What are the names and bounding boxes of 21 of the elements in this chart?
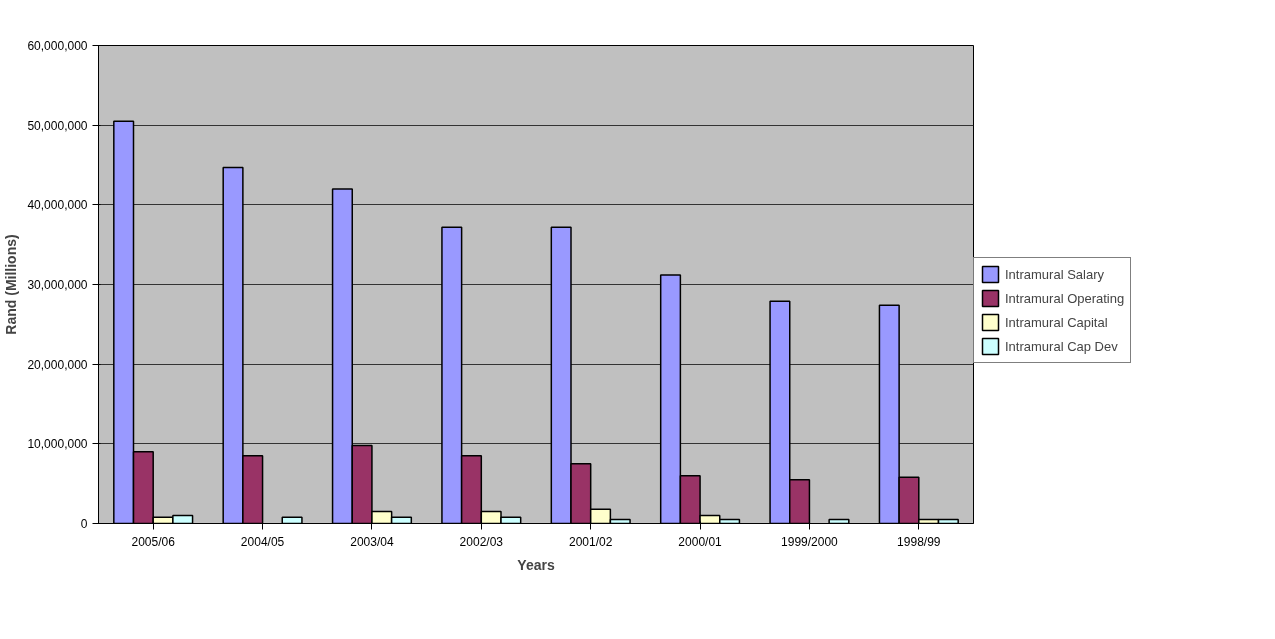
legend-label: Intramural Cap Dev <box>1005 338 1118 354</box>
y-tick-label: 50,000,000 <box>27 118 88 133</box>
y-axis-title: Rand (Millions) <box>3 234 20 335</box>
y-tick-label: 20,000,000 <box>27 357 88 372</box>
y-tick-label: 30,000,000 <box>27 278 88 292</box>
legend-label: Intramural Salary <box>1005 266 1104 282</box>
x-tick-label: 2004/05 <box>240 534 285 549</box>
y-tick-label: 60,000,000 <box>27 39 88 53</box>
x-tick-label: 2001/02 <box>569 534 613 549</box>
x-tick-label: 2003/04 <box>350 534 394 549</box>
x-tick-label: 1999/2000 <box>781 534 839 549</box>
y-tick-label: 40,000,000 <box>27 198 88 213</box>
y-tick-label: 0 <box>80 517 88 531</box>
y-tick-label: 10,000,000 <box>27 437 88 452</box>
x-axis-title: Years <box>517 556 555 573</box>
legend-label: Intramural Operating <box>1005 290 1125 306</box>
x-tick-label: 2002/03 <box>459 534 504 549</box>
x-tick-label: 2000/01 <box>678 534 723 549</box>
legend-label: Intramural Capital <box>1005 314 1108 330</box>
x-tick-label: 1998/99 <box>897 534 941 549</box>
x-tick-label: 2005/06 <box>131 534 176 549</box>
